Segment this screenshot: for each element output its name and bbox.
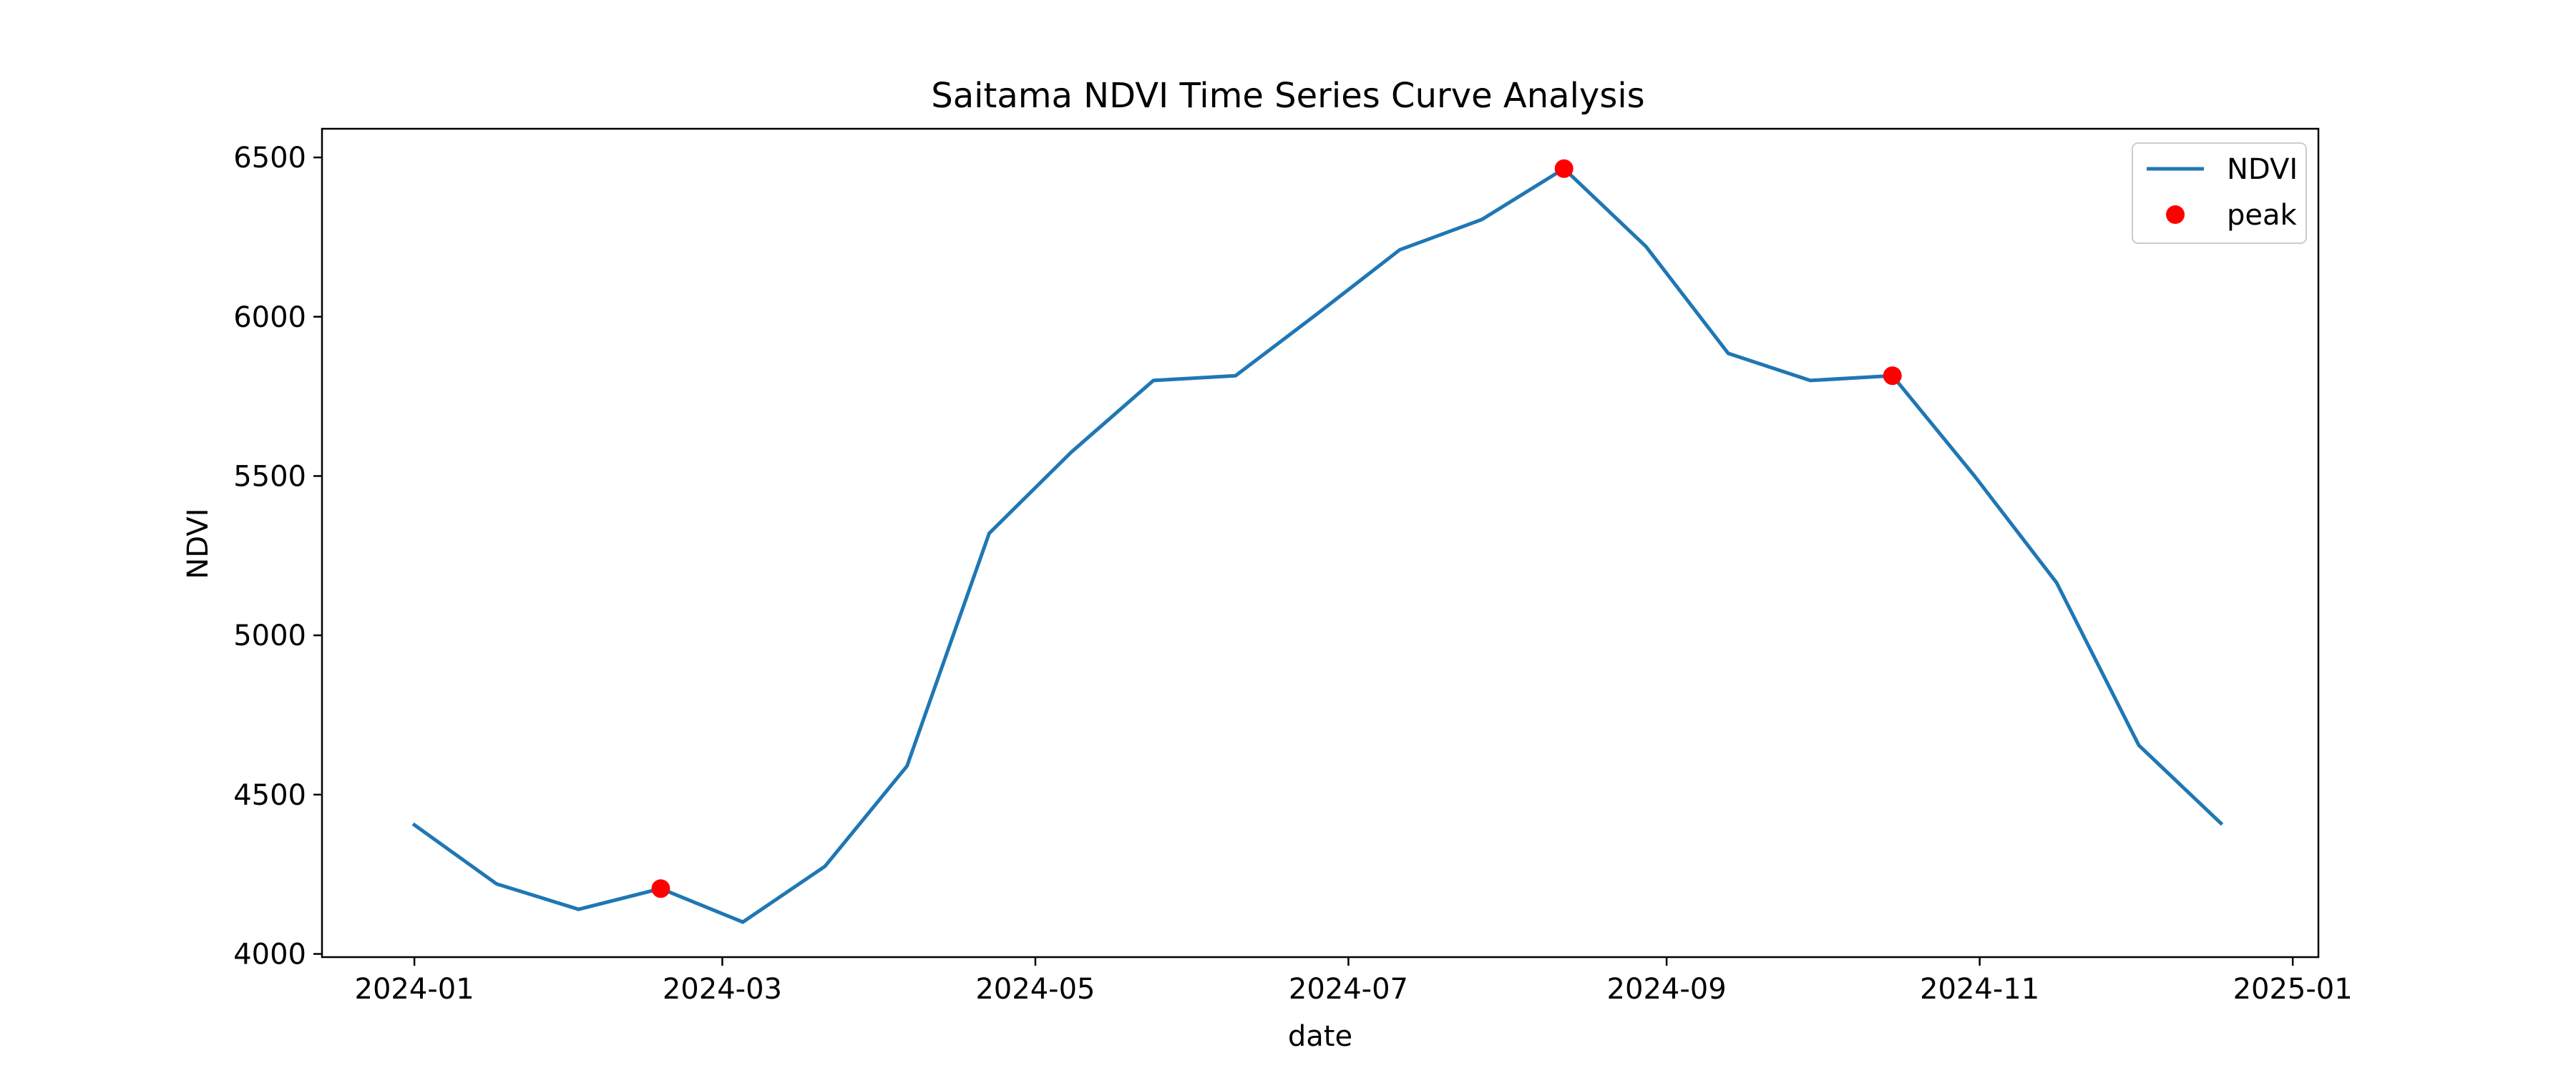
x-tick-label: 2024-07 <box>1289 973 1408 1006</box>
ndvi-line <box>411 167 2224 924</box>
legend-peak-label: peak <box>2227 199 2298 232</box>
plot-frame <box>321 127 2320 959</box>
legend-ndvi-label: NDVI <box>2227 153 2298 186</box>
x-tick-label: 2024-09 <box>1607 973 1727 1006</box>
x-tick-label: 2024-03 <box>663 973 782 1006</box>
y-tick-label: 6500 <box>233 142 306 175</box>
legend: NDVI peak <box>2132 142 2307 244</box>
x-axis: 2024-01 2024-03 2024-05 2024-07 2024-09 2024-… <box>355 957 2353 1006</box>
x-tick-label: 2024-01 <box>355 973 474 1006</box>
x-axis-label: date <box>1288 1020 1352 1053</box>
plot-area <box>411 159 2224 924</box>
legend-peak-swatch <box>2166 205 2185 224</box>
x-tick-label: 2024-05 <box>975 973 1095 1006</box>
y-tick-label: 5500 <box>233 460 306 493</box>
y-tick-label: 5000 <box>233 619 306 652</box>
x-tick-label: 2024-11 <box>1920 973 2039 1006</box>
y-axis: 4000 4500 5000 5500 6000 6500 <box>233 142 322 971</box>
peak-point <box>651 879 670 898</box>
y-tick-label: 4000 <box>233 939 306 971</box>
y-axis-label: NDVI <box>182 508 215 579</box>
chart-title: Saitama NDVI Time Series Curve Analysis <box>931 76 1644 116</box>
peak-point <box>1554 159 1574 178</box>
y-tick-label: 6000 <box>233 301 306 334</box>
x-tick-label: 2025-01 <box>2233 973 2353 1006</box>
y-tick-label: 4500 <box>233 779 306 812</box>
peak-point <box>1883 366 1902 386</box>
